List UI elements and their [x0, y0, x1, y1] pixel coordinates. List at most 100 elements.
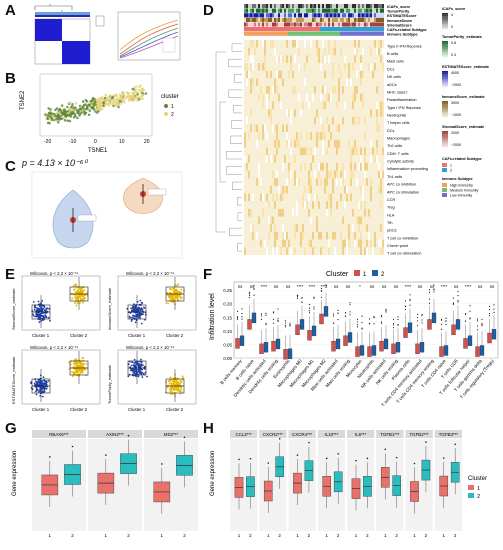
tsne-point — [119, 102, 122, 105]
heatmap-cell — [352, 78, 354, 87]
heatmap-track-cell — [372, 4, 374, 9]
heatmap-track-cell — [252, 31, 254, 36]
f-legend-swatch-1 — [354, 270, 360, 276]
heatmap-cell — [274, 155, 276, 163]
heatmap-cell — [356, 170, 358, 179]
heatmap-cell — [376, 239, 378, 248]
heatmap-row-label: HLA — [387, 213, 395, 217]
icafs-legend-gradient — [442, 16, 448, 18]
e-point — [178, 383, 181, 386]
heatmap-cell — [254, 47, 256, 56]
heatmap-cell — [336, 101, 338, 110]
heatmap-cell — [348, 55, 350, 64]
heatmap-cell — [376, 109, 378, 117]
heatmap-cell — [364, 208, 366, 217]
heatmap-cell — [380, 116, 382, 125]
heatmap-cell — [252, 70, 254, 79]
f-outlier — [392, 324, 395, 326]
heatmap-cell — [262, 47, 264, 56]
heatmap-track-cell — [372, 27, 374, 32]
heatmap-track-cell — [308, 22, 310, 27]
heatmap-cell — [290, 132, 292, 140]
estimate-legend-gradient — [442, 75, 448, 78]
heatmap-cell — [306, 231, 308, 240]
heatmap-cell — [274, 208, 276, 217]
heatmap-cell — [274, 132, 276, 140]
heatmap-cell — [336, 147, 338, 156]
icafs-legend-gradient — [442, 13, 448, 15]
heatmap-cell — [382, 132, 384, 140]
heatmap-cell — [296, 86, 298, 94]
heatmap-cell — [282, 155, 284, 163]
f-outlier — [284, 324, 287, 327]
heatmap-cell — [300, 132, 302, 140]
heatmap-cell — [302, 109, 304, 117]
heatmap-cell — [258, 231, 260, 240]
heatmap-cell — [326, 201, 328, 209]
heatmap-cell — [262, 78, 264, 87]
heatmap-cell — [296, 93, 298, 102]
heatmap-cell — [346, 185, 348, 194]
heatmap-track-cell — [246, 4, 248, 9]
heatmap-cell — [252, 208, 254, 217]
heatmap-cell — [316, 170, 318, 179]
heatmap-cell — [258, 132, 260, 140]
heatmap-track-cell — [382, 31, 384, 36]
heatmap-track-cell — [338, 22, 340, 27]
heatmap-track-cell — [368, 27, 370, 32]
heatmap-cell — [262, 101, 264, 110]
heatmap-cell — [356, 55, 358, 64]
heatmap-track-cell — [262, 13, 264, 18]
heatmap-cell — [374, 93, 376, 102]
heatmap-cell — [346, 193, 348, 202]
heatmap-cell — [316, 124, 318, 133]
heatmap-cell — [338, 147, 340, 156]
heatmap-cell — [256, 162, 258, 171]
heatmap-cell — [248, 109, 250, 117]
heatmap-cell — [376, 185, 378, 194]
heatmap-cell — [244, 78, 246, 87]
heatmap-track-cell — [288, 4, 290, 9]
f-outlier — [428, 291, 431, 293]
heatmap-track-cell — [334, 8, 336, 13]
heatmap-cell — [374, 224, 376, 232]
gene-xlabel: 1 — [442, 533, 445, 538]
heatmap-cell — [376, 93, 378, 102]
heatmap-cell — [356, 47, 358, 56]
stromal-legend-gradient — [442, 143, 448, 146]
heatmap-cell — [276, 109, 278, 117]
heatmap-track-cell — [262, 17, 264, 22]
heatmap-track-cell — [330, 8, 332, 13]
heatmap-cell — [286, 70, 288, 79]
heatmap-cell — [316, 63, 318, 71]
e-point — [171, 380, 174, 382]
heatmap-cell — [294, 139, 296, 148]
heatmap-cell — [268, 139, 270, 148]
heatmap-track-cell — [312, 13, 314, 18]
heatmap-cell — [262, 116, 264, 125]
f-outlier — [368, 318, 371, 320]
heatmap-cell — [320, 109, 322, 117]
e-point — [47, 380, 50, 382]
heatmap-cell — [378, 78, 380, 87]
heatmap-cell — [300, 231, 302, 240]
f-outlier — [488, 308, 491, 311]
e-point — [135, 305, 138, 307]
heatmap-cell — [366, 101, 368, 110]
f-significance: ns — [490, 284, 495, 289]
heatmap-cell — [260, 139, 262, 148]
heatmap-track-cell — [358, 31, 360, 36]
heatmap-cell — [330, 155, 332, 163]
heatmap-cell — [312, 155, 314, 163]
heatmap-cell — [344, 116, 346, 125]
tsne-point — [101, 98, 105, 101]
heatmap-cell — [292, 70, 294, 79]
heatmap-cell — [252, 78, 254, 87]
heatmap-cell — [360, 185, 362, 194]
heatmap-cell — [256, 170, 258, 179]
heatmap-cell — [246, 109, 248, 117]
f-outlier — [296, 294, 299, 296]
heatmap-cell — [302, 116, 304, 125]
immune-legend-gradient — [442, 107, 448, 110]
heatmap-track-labels: iCAFs_scoreTumorPurityESTIMATEScoreImmun… — [387, 5, 427, 37]
